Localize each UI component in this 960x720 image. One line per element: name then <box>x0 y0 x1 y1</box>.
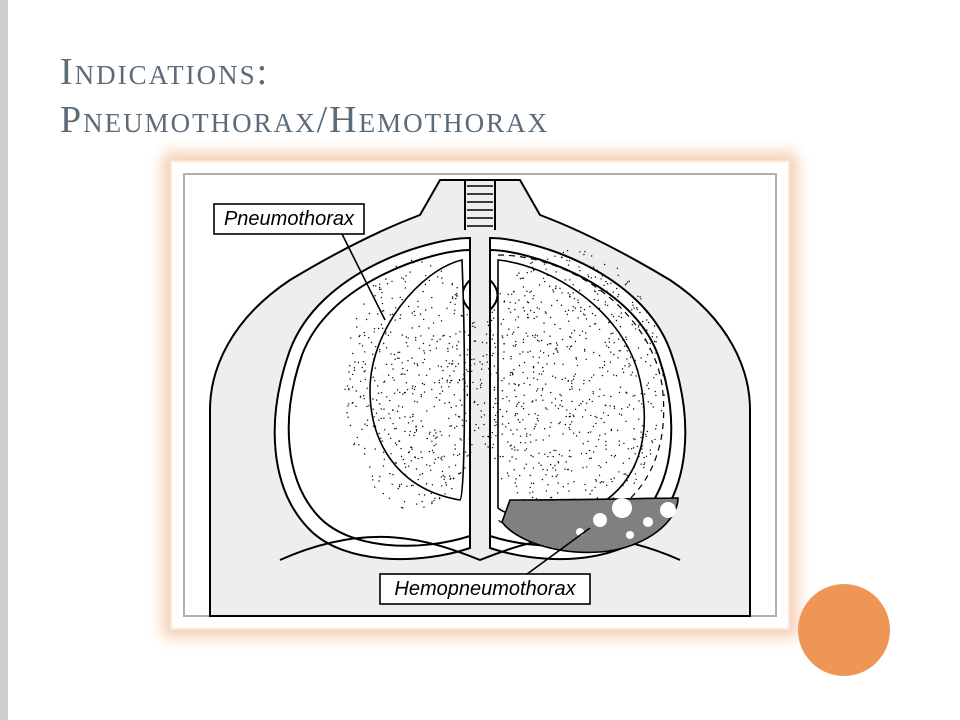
page-title: Indications: Pneumothorax/Hemothorax <box>60 49 920 144</box>
anatomy-svg: Pneumothorax Hemopneumothorax <box>170 160 790 630</box>
label-hemopneumothorax: Hemopneumothorax <box>394 578 576 600</box>
title-line-2: Pneumothorax/Hemothorax <box>60 97 920 145</box>
title-line-1: Indications: <box>60 49 920 97</box>
label-pneumothorax: Pneumothorax <box>224 208 355 230</box>
anatomy-figure: Pneumothorax Hemopneumothorax <box>170 160 790 630</box>
left-accent-bar <box>0 0 8 720</box>
accent-circle-icon <box>798 584 890 676</box>
slide: Indications: Pneumothorax/Hemothorax <box>0 0 960 720</box>
